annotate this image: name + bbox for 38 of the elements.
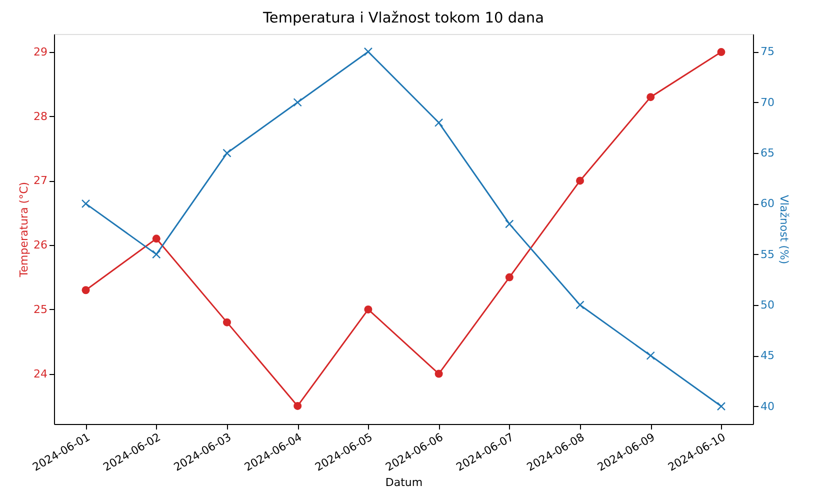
y-tick-label: 26: [34, 238, 48, 252]
point: [82, 286, 90, 294]
y-tick-label: 24: [34, 367, 48, 380]
y2-tick-label: 45: [760, 349, 774, 362]
y2-tick-label: 55: [760, 248, 774, 261]
y2-tick-label: 65: [760, 146, 774, 160]
y-tick-label: 25: [34, 302, 48, 316]
y-tick-label: 28: [34, 110, 48, 123]
y2-tick-label: 40: [760, 400, 774, 413]
point: [152, 250, 161, 259]
point: [293, 98, 302, 107]
point: [222, 318, 231, 326]
y2-tick-label: 75: [760, 45, 774, 58]
chart-title: Temperatura i Vlažnost tokom 10 dana: [262, 10, 544, 26]
y2-tick-label: 50: [760, 298, 774, 312]
y-tick-label: 27: [34, 174, 48, 188]
point: [505, 220, 514, 228]
point: [364, 305, 372, 314]
point: [434, 370, 443, 378]
point: [152, 234, 160, 243]
point: [434, 118, 444, 127]
y2-tick-label: 60: [760, 197, 774, 210]
y2-tick-label: 70: [760, 96, 774, 109]
point: [81, 199, 90, 208]
point: [294, 402, 302, 410]
point: [505, 273, 514, 282]
point: [364, 47, 373, 56]
point: [717, 48, 726, 56]
y-tick-label: 29: [34, 46, 48, 59]
point: [222, 148, 232, 158]
point: [576, 176, 584, 185]
point: [646, 351, 655, 360]
point: [576, 300, 584, 310]
y2-axis-title: Vlažnost (%): [777, 194, 790, 264]
y-axis-title: Temperatura (°C): [18, 182, 31, 278]
point: [646, 93, 655, 102]
point: [716, 402, 726, 411]
x-axis-title: Datum: [385, 476, 423, 489]
